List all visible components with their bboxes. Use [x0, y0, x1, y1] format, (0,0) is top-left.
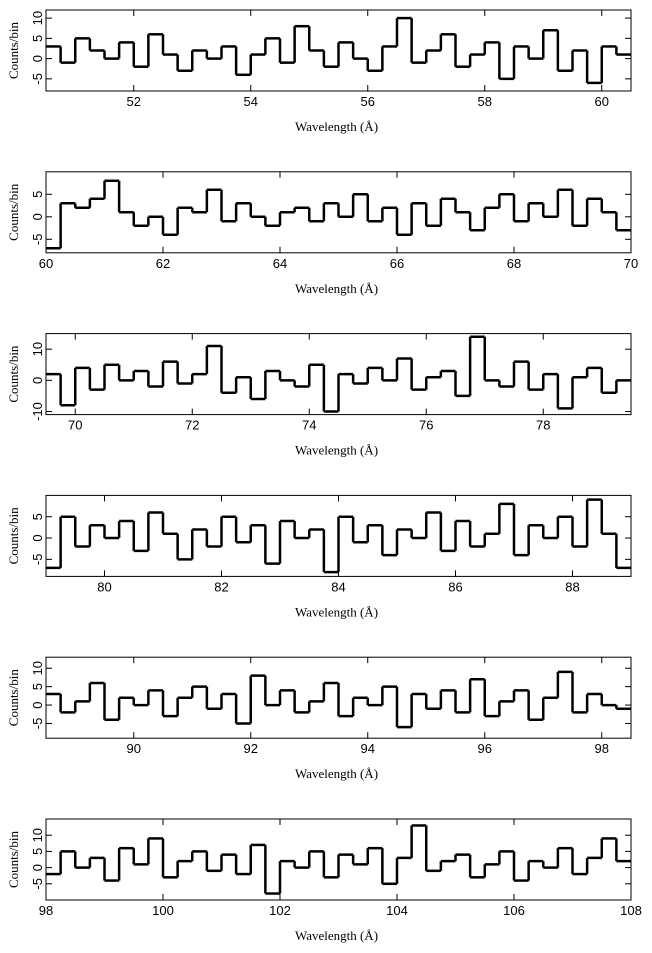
x-tick-label: 72: [185, 418, 199, 433]
x-tick-label: 66: [390, 256, 404, 271]
x-axis-label: Wavelength (Å): [295, 119, 378, 134]
axes-frame: [45, 9, 632, 92]
x-tick-label: 54: [244, 94, 258, 109]
y-tick-label: -5: [30, 718, 45, 730]
x-tick-label: 98: [39, 903, 53, 918]
x-tick-label: 92: [244, 741, 258, 756]
y-tick-label: 10: [30, 11, 45, 25]
y-tick-label: 10: [30, 342, 45, 356]
x-axis-label: Wavelength (Å): [295, 604, 378, 619]
x-tick-label: 108: [620, 903, 642, 918]
y-tick-label: -10: [30, 402, 45, 421]
axes-frame: [45, 333, 632, 416]
x-tick-label: 70: [624, 256, 638, 271]
y-tick-label: -5: [30, 234, 45, 246]
plot-area: [46, 498, 631, 574]
plot-area: [46, 179, 631, 250]
y-tick-label: 0: [30, 864, 45, 871]
y-tick-label: 0: [30, 534, 45, 541]
x-tick-label: 80: [97, 579, 111, 594]
x-axis-label: Wavelength (Å): [295, 928, 378, 943]
y-tick-label: 5: [30, 513, 45, 520]
y-axis-label: Counts/bin: [6, 345, 21, 403]
panel: 98 100 102 104 106 108 -5 0 5 10 Wavelength (Å) Cou…: [6, 818, 642, 943]
panel: 90 92 94 96 98 -5 0 5 10 Wavelength (Å) Counts/bin: [6, 656, 632, 781]
y-tick-label: 0: [30, 701, 45, 708]
plot-area: [46, 824, 631, 895]
y-tick-label: 0: [30, 55, 45, 62]
x-tick-label: 64: [273, 256, 287, 271]
y-tick-label: 5: [30, 191, 45, 198]
plot-area: [46, 16, 631, 85]
y-axis-label: Counts/bin: [6, 21, 21, 79]
x-tick-label: 70: [68, 418, 82, 433]
x-tick-label: 76: [419, 418, 433, 433]
y-tick-label: -5: [30, 878, 45, 890]
panel: 60 62 64 66 68 70 -5 0 5 Wavelength (Å) Counts/bin: [6, 171, 638, 296]
x-tick-label: 86: [448, 579, 462, 594]
x-tick-label: 68: [507, 256, 521, 271]
y-axis-label: Counts/bin: [6, 507, 21, 565]
x-axis-label: Wavelength (Å): [295, 281, 378, 296]
axes-frame: [45, 656, 632, 739]
y-tick-label: 0: [30, 213, 45, 220]
axes-frame: [45, 818, 632, 901]
plot-area: [46, 670, 631, 729]
y-tick-label: -5: [30, 554, 45, 566]
y-axis-label: Counts/bin: [6, 183, 21, 241]
x-tick-label: 88: [565, 579, 579, 594]
x-axis-label: Wavelength (Å): [295, 443, 378, 458]
panel: 52 54 56 58 60 -5 0 5 10 Wavelength (Å) Counts/bin: [6, 9, 632, 134]
x-tick-label: 60: [595, 94, 609, 109]
x-tick-label: 94: [361, 741, 375, 756]
y-tick-label: 10: [30, 661, 45, 675]
panel: 80 82 84 86 88 -5 0 5 Wavelength (Å) Counts/bin: [6, 494, 632, 619]
x-tick-label: 100: [152, 903, 174, 918]
y-axis-label: Counts/bin: [6, 669, 21, 727]
y-tick-label: 0: [30, 377, 45, 384]
x-tick-label: 82: [214, 579, 228, 594]
x-tick-label: 62: [156, 256, 170, 271]
x-tick-label: 52: [127, 94, 141, 109]
y-tick-label: 5: [30, 683, 45, 690]
y-tick-label: -5: [30, 73, 45, 85]
y-axis-label: Counts/bin: [6, 830, 21, 888]
axes-frame: [45, 171, 632, 254]
y-tick-label: 5: [30, 35, 45, 42]
x-tick-label: 60: [39, 256, 53, 271]
x-tick-label: 104: [386, 903, 408, 918]
x-tick-label: 98: [595, 741, 609, 756]
y-tick-label: 5: [30, 848, 45, 855]
x-tick-label: 102: [269, 903, 291, 918]
x-tick-label: 78: [536, 418, 550, 433]
x-tick-label: 84: [331, 579, 345, 594]
x-tick-label: 74: [302, 418, 316, 433]
x-axis-label: Wavelength (Å): [295, 766, 378, 781]
plot-area: [46, 335, 631, 413]
y-tick-label: 10: [30, 828, 45, 842]
x-tick-label: 56: [361, 94, 375, 109]
x-tick-label: 90: [127, 741, 141, 756]
x-tick-label: 96: [478, 741, 492, 756]
panel: 70 72 74 76 78 -10 0 10 Wavelength (Å) Counts/bin: [6, 333, 632, 458]
x-tick-label: 58: [478, 94, 492, 109]
x-tick-label: 106: [503, 903, 525, 918]
